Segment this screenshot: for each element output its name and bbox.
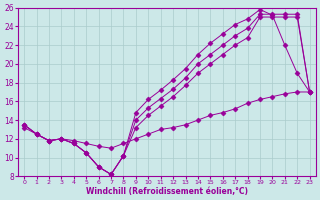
X-axis label: Windchill (Refroidissement éolien,°C): Windchill (Refroidissement éolien,°C): [86, 187, 248, 196]
